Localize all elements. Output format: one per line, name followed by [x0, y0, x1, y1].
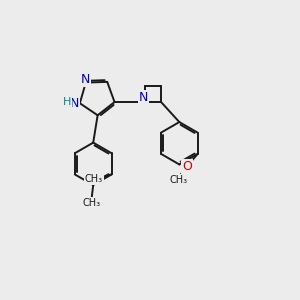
Text: N: N [81, 73, 90, 86]
Text: CH₃: CH₃ [83, 198, 101, 208]
Text: CH₃: CH₃ [169, 175, 188, 185]
Text: O: O [182, 160, 192, 173]
Text: CH₃: CH₃ [85, 174, 103, 184]
Text: N: N [70, 97, 79, 110]
Text: H: H [62, 97, 71, 107]
Text: N: N [139, 91, 148, 104]
